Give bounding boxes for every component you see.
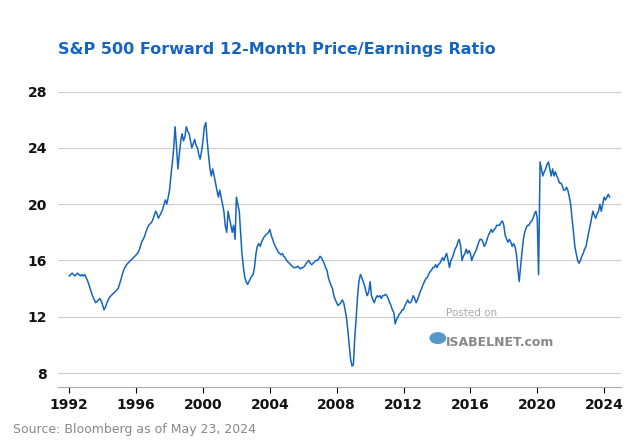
Text: S&P 500 Forward 12-Month Price/Earnings Ratio: S&P 500 Forward 12-Month Price/Earnings … [58, 42, 495, 57]
Text: Posted on: Posted on [446, 308, 497, 318]
Text: ISABELNET.com: ISABELNET.com [446, 336, 555, 349]
Text: Source: Bloomberg as of May 23, 2024: Source: Bloomberg as of May 23, 2024 [13, 422, 256, 436]
